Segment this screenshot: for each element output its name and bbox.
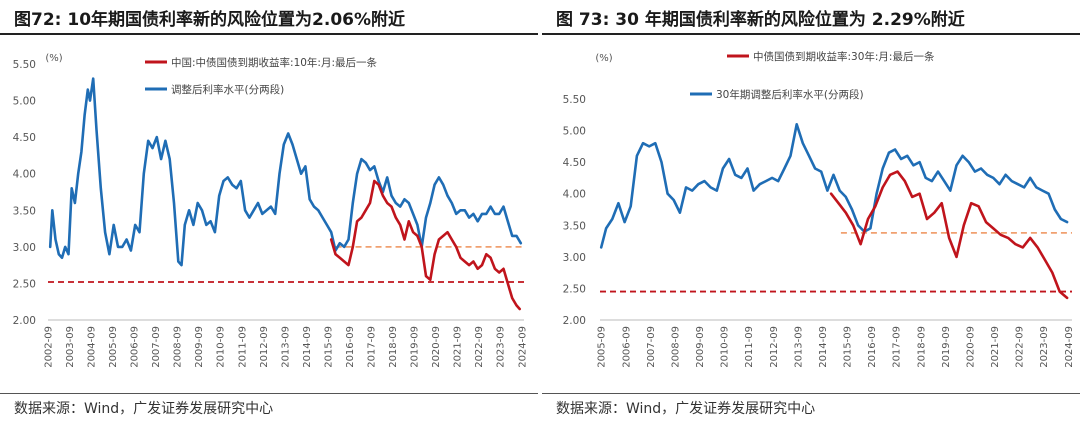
x-tick-label: 2023-09: [1039, 326, 1050, 368]
chart-title: 图 73: 30 年期国债利率新的风险位置为 2.29%附近: [556, 10, 965, 30]
x-tick-label: 2015-09: [843, 326, 854, 368]
x-tick-label: 2002-09: [43, 326, 54, 368]
x-tick-label: 2019-09: [410, 326, 421, 368]
x-tick-label: 2020-09: [965, 326, 976, 368]
y-tick-label: 2.00: [13, 315, 36, 327]
x-tick-label: 2009-09: [194, 326, 205, 368]
y-tick-label: 3.50: [563, 220, 586, 232]
series-line: [599, 123, 1069, 249]
x-tick-label: 2022-09: [1015, 326, 1026, 368]
x-tick-label: 2021-09: [990, 326, 1001, 368]
series-line: [329, 179, 522, 311]
source-divider: [542, 393, 1080, 394]
x-tick-label: 2005-09: [597, 326, 608, 368]
x-tick-label: 2007-09: [151, 326, 162, 368]
y-axis-unit-label: (%): [595, 53, 612, 64]
y-tick-label: 5.00: [13, 96, 36, 108]
y-tick-label: 3.00: [563, 252, 586, 264]
x-tick-label: 2013-09: [793, 326, 804, 368]
x-tick-label: 2018-09: [388, 326, 399, 368]
y-tick-label: 2.00: [563, 315, 586, 327]
series-line: [829, 170, 1069, 300]
x-tick-label: 2006-09: [130, 326, 141, 368]
x-tick-label: 2009-09: [695, 326, 706, 368]
chart-10y: (%) 5.50 5.00 4.50 4.00 3.50 3.00 2.50 2.00 2002-…: [13, 53, 529, 368]
x-tick-label: 2016-09: [345, 326, 356, 368]
y-tick-label: 5.50: [563, 94, 586, 106]
x-tick-label: 2011-09: [744, 326, 755, 368]
x-tick-label: 2010-09: [720, 326, 731, 368]
x-tick-label: 2019-09: [941, 326, 952, 368]
series-line: [48, 77, 523, 267]
x-tick-label: 2017-09: [892, 326, 903, 368]
y-tick-label: 4.50: [563, 157, 586, 169]
x-tick-label: 2006-09: [621, 326, 632, 368]
source-note: 数据来源：Wind，广发证券发展研究中心: [556, 401, 816, 417]
y-tick-label: 3.50: [13, 205, 36, 217]
x-tick-label: 2010-09: [216, 326, 227, 368]
y-tick-label: 4.00: [563, 189, 586, 201]
x-tick-label: 2024-09: [517, 326, 528, 368]
x-tick-label: 2012-09: [769, 326, 780, 368]
x-tick-label: 2014-09: [302, 326, 313, 368]
source-divider: [0, 393, 538, 394]
legend-label: 调整后利率水平(分两段): [171, 83, 284, 96]
x-tick-label: 2023-09: [496, 326, 507, 368]
x-tick-label: 2014-09: [818, 326, 829, 368]
x-tick-label: 2004-09: [87, 326, 98, 368]
y-tick-label: 4.00: [13, 169, 36, 181]
y-tick-label: 2.50: [13, 278, 36, 290]
x-tick-label: 2022-09: [474, 326, 485, 368]
y-tick-label: 3.00: [13, 242, 36, 254]
legend-label: 30年期调整后利率水平(分两段): [716, 88, 864, 101]
source-note: 数据来源：Wind，广发证券发展研究中心: [14, 401, 274, 417]
y-tick-label: 2.50: [563, 283, 586, 295]
x-tick-label: 2015-09: [323, 326, 334, 368]
x-tick-label: 2020-09: [431, 326, 442, 368]
y-tick-label: 4.50: [13, 132, 36, 144]
x-tick-label: 2007-09: [646, 326, 657, 368]
title-divider: [542, 33, 1080, 35]
x-tick-label: 2017-09: [367, 326, 378, 368]
title-divider: [0, 33, 538, 35]
x-tick-label: 2013-09: [280, 326, 291, 368]
x-tick-label: 2016-09: [867, 326, 878, 368]
x-tick-label: 2003-09: [65, 326, 76, 368]
legend-label: 中债国债到期收益率:30年:月:最后一条: [753, 50, 935, 63]
chart-title: 图72: 10年期国债利率新的风险位置为2.06%附近: [14, 10, 406, 30]
y-tick-label: 5.50: [13, 59, 36, 71]
y-tick-label: 5.00: [563, 126, 586, 138]
x-tick-label: 2008-09: [173, 326, 184, 368]
legend-label: 中国:中债国债到期收益率:10年:月:最后一条: [171, 56, 378, 69]
chart-panel-30y: 图 73: 30 年期国债利率新的风险位置为 2.29%附近 (%) 5.50 5.…: [542, 0, 1080, 430]
x-tick-label: 2011-09: [237, 326, 248, 368]
x-tick-label: 2018-09: [916, 326, 927, 368]
y-axis-unit-label: (%): [45, 53, 62, 64]
x-tick-label: 2005-09: [108, 326, 119, 368]
x-tick-label: 2024-09: [1064, 326, 1075, 368]
x-tick-label: 2008-09: [670, 326, 681, 368]
chart-panel-10y: 图72: 10年期国债利率新的风险位置为2.06%附近 (%) 5.50 5.00 4…: [0, 0, 538, 430]
chart-30y: (%) 5.50 5.00 4.50 4.00 3.50 3.00 2.50 2.00 2005-…: [563, 50, 1075, 368]
x-tick-label: 2012-09: [259, 326, 270, 368]
x-tick-label: 2021-09: [453, 326, 464, 368]
